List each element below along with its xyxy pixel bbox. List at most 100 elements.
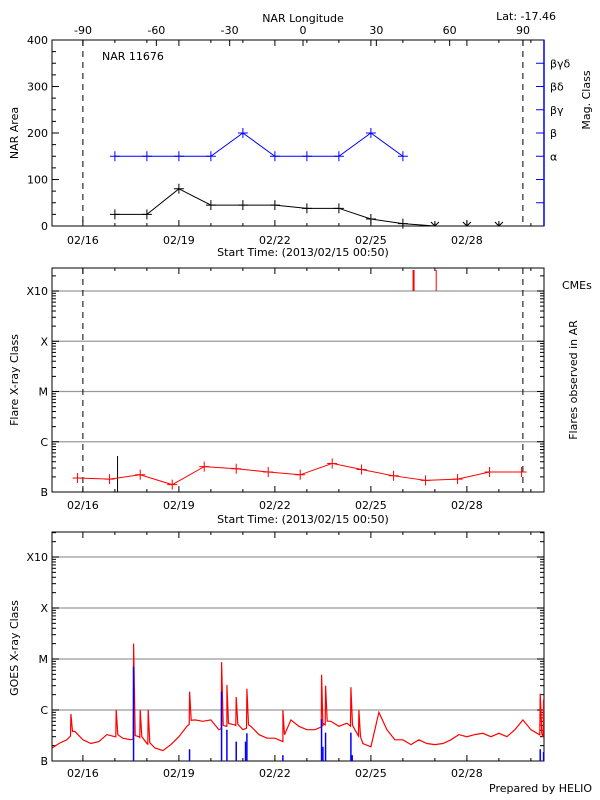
y-tick-label: 400 (27, 34, 48, 47)
region-title: NAR 11676 (102, 50, 164, 63)
y-tick-label: B (40, 755, 48, 768)
flare-point (167, 479, 178, 490)
area-point (205, 200, 216, 211)
y-axis-label: NAR Area (8, 107, 21, 159)
latitude-label: Lat: -17.46 (496, 10, 556, 23)
x-tick-label: 02/25 (355, 767, 387, 780)
longitude-axis-title: NAR Longitude (262, 12, 344, 25)
flare-point (327, 458, 338, 469)
x-tick-label: 02/16 (67, 767, 99, 780)
mag-point (397, 151, 408, 162)
flare-panel-frame (51, 267, 545, 493)
y-tick-label: 300 (27, 81, 48, 94)
flare-point (135, 469, 146, 480)
y-tick-label: 200 (27, 127, 48, 140)
mag-point (141, 151, 152, 162)
mag-point (237, 128, 248, 138)
x-tick-label: 02/25 (355, 234, 387, 247)
y-tick-label: B (40, 486, 48, 499)
area-point (301, 203, 312, 214)
area-point (173, 183, 184, 194)
flare-point (420, 475, 431, 486)
x-tick-label: 02/19 (163, 234, 195, 247)
y-tick-label: X10 (26, 551, 48, 564)
longitude-tick-label: -60 (147, 24, 165, 37)
mag-point (205, 151, 216, 162)
mag-class-label: βγδ (550, 57, 571, 70)
x-tick-label: 02/16 (67, 234, 99, 247)
longitude-tick-label: 60 (443, 24, 457, 37)
y-tick-label: 100 (27, 174, 48, 187)
x-tick-label: 02/28 (451, 234, 483, 247)
mag-point (365, 128, 376, 138)
y-tick-label: M (39, 653, 49, 666)
flare-point (199, 461, 210, 472)
flare-point (104, 474, 115, 485)
x-tick-label: 02/19 (163, 767, 195, 780)
x-tick-label: 02/28 (451, 767, 483, 780)
mag-class-label: β (550, 127, 557, 140)
x-tick-label: 02/19 (163, 499, 195, 512)
x-tick-label: 02/22 (259, 234, 291, 247)
flare-point (388, 470, 399, 481)
x-axis-label: Start Time: (2013/02/15 00:50) (217, 513, 389, 526)
y-tick-label: C (40, 436, 48, 449)
area-panel-frame (51, 39, 545, 227)
x-tick-label: 02/22 (259, 767, 291, 780)
y-tick-label: M (39, 386, 49, 399)
x-tick-label: 02/28 (451, 499, 483, 512)
area-point (141, 209, 152, 220)
longitude-tick-label: -30 (221, 24, 239, 37)
y-axis-label: GOES X-ray Class (8, 600, 21, 696)
flare-point (452, 474, 463, 485)
flare-point (484, 467, 495, 478)
y-axis-label: Flare X-ray Class (8, 334, 21, 426)
x-tick-label: 02/22 (259, 499, 291, 512)
x-tick-label: 02/16 (67, 499, 99, 512)
x-tick-label: 02/25 (355, 499, 387, 512)
y-tick-label: X (40, 602, 48, 615)
flare-series-line (77, 462, 522, 486)
area-point (269, 200, 280, 211)
mag-class-label: α (550, 150, 557, 163)
area-point (109, 209, 120, 220)
flare-point (516, 467, 527, 478)
y-tick-label: C (40, 704, 48, 717)
goes-long-channel-line (51, 643, 545, 752)
flare-point (72, 472, 83, 483)
area-point (237, 200, 248, 211)
mag-axis-label: Mag. Class (580, 70, 593, 129)
y-tick-label: X10 (26, 285, 48, 298)
longitude-tick-label: -90 (74, 24, 92, 37)
y-tick-label: X (40, 335, 48, 348)
flare-point (231, 463, 242, 474)
mag-point (333, 151, 344, 162)
mag-class-label: βδ (550, 81, 564, 94)
cme-label: CMEs (562, 279, 592, 292)
area-point (494, 221, 504, 227)
longitude-tick-label: 0 (300, 24, 307, 37)
y-tick-label: 0 (41, 220, 48, 233)
area-point (462, 221, 472, 227)
right-axis-label: Flares observed in AR (567, 320, 580, 440)
area-point (365, 214, 376, 225)
mag-point (269, 151, 280, 162)
longitude-tick-label: 90 (516, 24, 530, 37)
mag-point (301, 151, 312, 162)
mag-series-line (114, 132, 404, 157)
longitude-tick-label: 30 (369, 24, 383, 37)
area-point (397, 218, 408, 229)
flare-point (356, 464, 367, 475)
flare-point (295, 469, 306, 480)
area-point (333, 203, 344, 214)
mag-class-label: βγ (550, 104, 564, 117)
area-point (430, 221, 440, 227)
prepared-by-label: Prepared by HELIO (489, 782, 592, 795)
x-axis-label: Start Time: (2013/02/15 00:50) (217, 246, 389, 259)
flare-point (263, 467, 274, 478)
goes-panel-frame (51, 531, 545, 762)
mag-point (109, 151, 120, 162)
mag-point (173, 151, 184, 162)
